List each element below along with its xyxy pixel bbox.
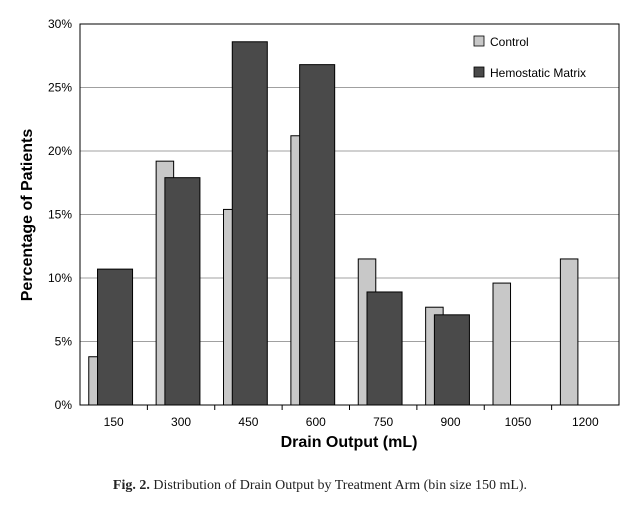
x-tick-label: 1050 <box>505 415 532 429</box>
bar-hemostatic-matrix <box>433 314 470 406</box>
tick-labels: 0% 5% 10% 15% 20% 25% 30% 150 300 450 600 750 900 105… <box>48 17 599 429</box>
y-tick-label: 5% <box>55 335 73 349</box>
y-tick-label: 25% <box>48 81 72 95</box>
chart: 0% 5% 10% 15% 20% 25% 30% 150 300 450 600 750 900 105… <box>19 17 620 451</box>
bar-hemostatic-matrix <box>164 177 201 406</box>
axes <box>79 23 620 410</box>
figure-label: Fig. 2. <box>112 478 150 493</box>
caption-text: Distribution of Drain Output by Treatmen… <box>153 478 528 493</box>
bar-hemostatic-matrix <box>366 291 403 406</box>
figure-caption: Fig. 2. Distribution of Drain Output by … <box>0 478 640 494</box>
y-tick-label: 30% <box>48 17 72 31</box>
x-tick-label: 1200 <box>572 415 599 429</box>
x-tick-label: 300 <box>171 415 191 429</box>
y-axis-title: Percentage of Patients <box>19 129 36 302</box>
bar-control <box>492 282 512 406</box>
x-tick-label: 150 <box>104 415 124 429</box>
bar-control <box>559 258 579 406</box>
x-tick-label: 450 <box>238 415 258 429</box>
y-tick-label: 10% <box>48 271 72 285</box>
legend-label-control: Control <box>490 35 529 49</box>
legend-label-hemostatic-matrix: Hemostatic Matrix <box>490 66 586 80</box>
bar-chart-svg: 0% 5% 10% 15% 20% 25% 30% 150 300 450 600 750 900 105… <box>19 17 620 451</box>
bar-hemostatic-matrix <box>97 268 134 406</box>
bar-hemostatic-matrix <box>231 41 268 406</box>
y-tick-label: 15% <box>48 208 72 222</box>
legend-swatch-control <box>473 35 485 47</box>
x-tick-label: 600 <box>306 415 326 429</box>
x-tick-label: 900 <box>441 415 461 429</box>
legend-swatch-hemostatic-matrix <box>473 66 485 78</box>
x-axis-title: Drain Output (mL) <box>281 434 418 451</box>
bars <box>88 41 579 406</box>
y-tick-label: 0% <box>55 398 73 412</box>
y-tick-label: 20% <box>48 144 72 158</box>
x-tick-label: 750 <box>373 415 393 429</box>
bar-hemostatic-matrix <box>299 64 336 406</box>
legend: Control Hemostatic Matrix <box>473 35 586 80</box>
